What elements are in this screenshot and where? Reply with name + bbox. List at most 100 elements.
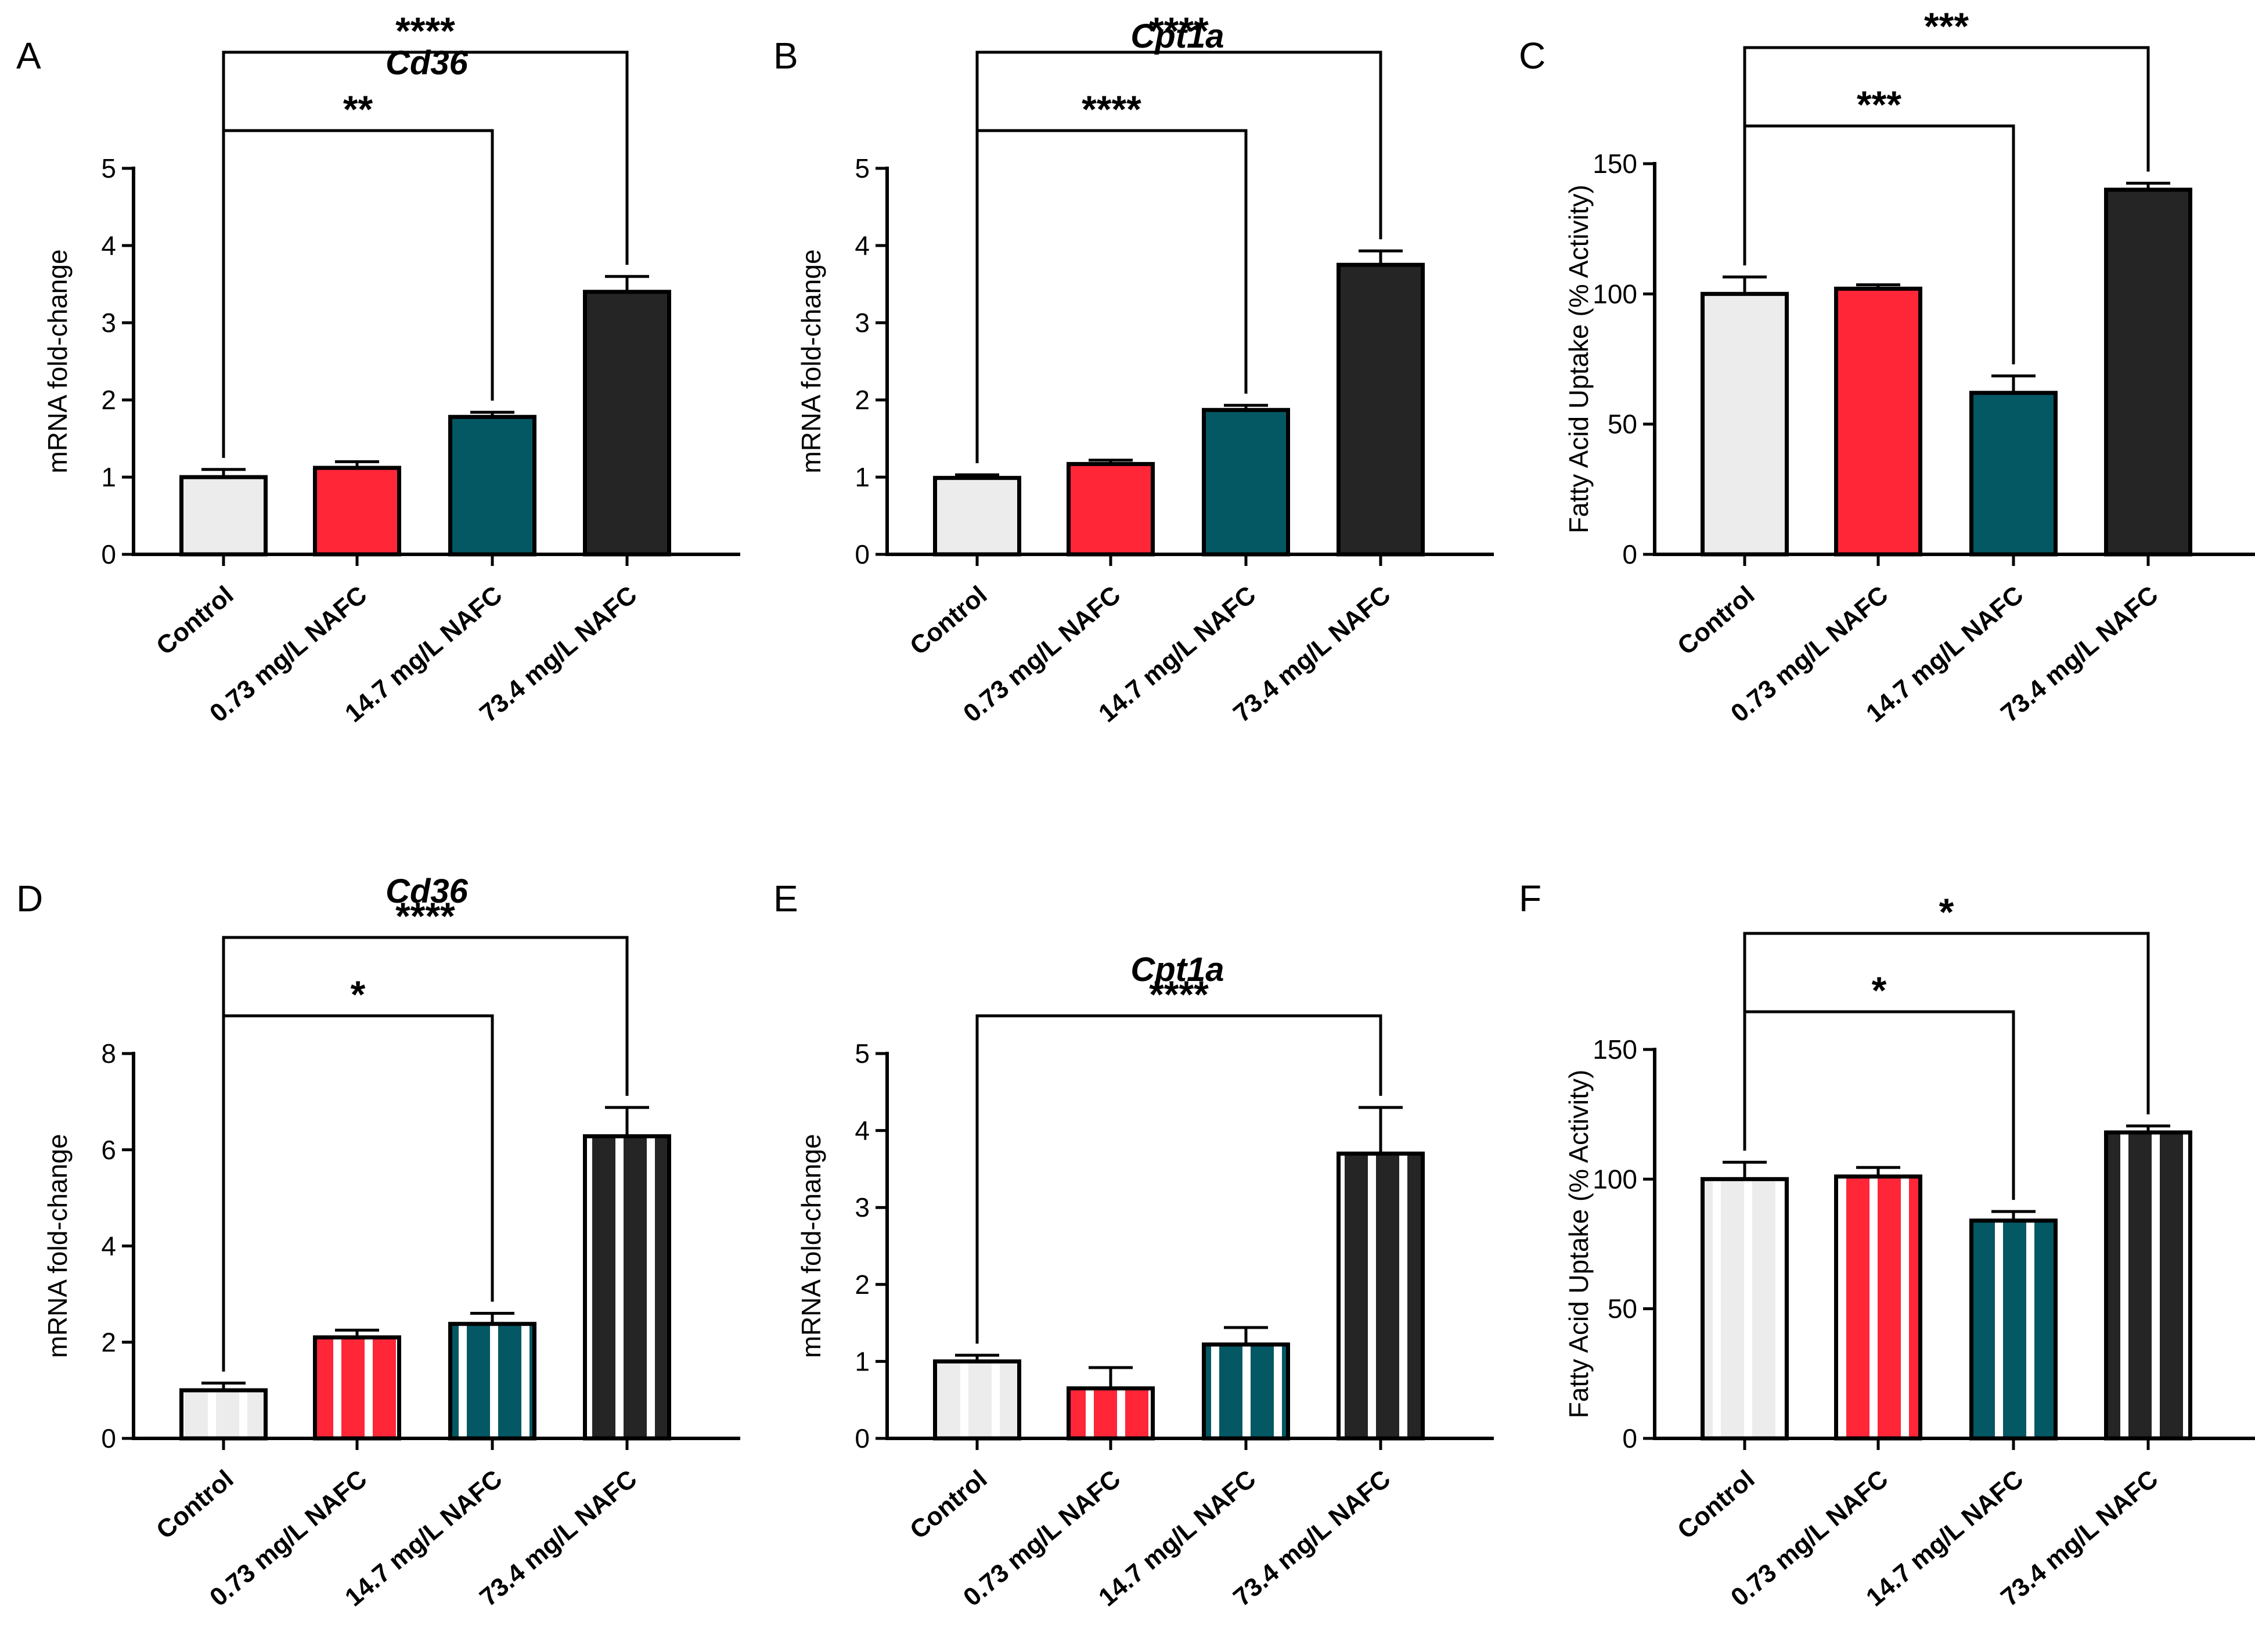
- y-tick-label: 2: [855, 385, 870, 415]
- x-tick-label: Control: [151, 580, 239, 661]
- significance-bracket: [1743, 932, 2150, 1151]
- bar: [313, 1335, 401, 1441]
- significance-label: ****: [395, 894, 455, 937]
- significance-bracket: [222, 1014, 494, 1372]
- y-tick-label: 0: [1622, 1423, 1637, 1453]
- y-tick-label: 50: [1608, 1294, 1637, 1324]
- significance-label: *: [351, 973, 366, 1016]
- panel-c: C Fatty Acid Uptake (% Activity) 0 50 100 150…: [1519, 5, 2255, 728]
- panel-letter: A: [16, 35, 41, 77]
- significance-bracket: [222, 936, 629, 1372]
- bar: [448, 414, 536, 557]
- significance-label: *: [1872, 969, 1887, 1012]
- bar: [1701, 1177, 1789, 1441]
- y-tick-label: 0: [101, 1423, 116, 1453]
- y-tick-label: 4: [855, 230, 870, 261]
- bar: [1969, 391, 2058, 557]
- bar: [1337, 1151, 1425, 1441]
- x-tick-label: Control: [1672, 1465, 1760, 1545]
- significance-bracket: [222, 129, 494, 458]
- significance-label: ***: [1857, 83, 1901, 126]
- y-tick-label: 6: [101, 1135, 116, 1165]
- y-tick-label: 1: [855, 1346, 870, 1376]
- panel-title: Cd36: [386, 44, 469, 82]
- y-tick-label: 3: [101, 308, 116, 338]
- panel-title: Cpt1a: [1130, 17, 1224, 55]
- y-tick-label: 0: [855, 1423, 870, 1453]
- bar: [1701, 291, 1789, 557]
- significance-label: ***: [1924, 5, 1969, 48]
- panel-f: F Fatty Acid Uptake (% Activity) 0 50 100 150…: [1519, 878, 2255, 1612]
- y-tick-label: 5: [855, 1038, 870, 1069]
- y-tick-label: 3: [855, 1192, 870, 1222]
- x-tick-label: Control: [905, 1465, 992, 1545]
- panel-title: Cpt1a: [1130, 951, 1224, 989]
- significance-label: *: [1939, 890, 1954, 933]
- y-axis-label: mRNA fold-change: [796, 1134, 826, 1358]
- y-tick-label: 0: [1622, 539, 1637, 569]
- bar: [1834, 1174, 1922, 1441]
- y-tick-label: 150: [1593, 1034, 1637, 1065]
- significance-label: ****: [1082, 88, 1141, 131]
- bar: [448, 1322, 536, 1441]
- y-axis-label: mRNA fold-change: [796, 249, 826, 473]
- panel-title: Cd36: [386, 872, 469, 910]
- x-tick-label: Control: [905, 580, 992, 661]
- y-axis-label: Fatty Acid Uptake (% Activity): [1564, 185, 1594, 533]
- panel-letter: E: [773, 878, 798, 919]
- y-tick-label: 2: [855, 1269, 870, 1300]
- panel-letter: B: [773, 35, 798, 77]
- significance-label: **: [343, 88, 373, 131]
- significance-bracket: [975, 51, 1382, 464]
- y-tick-label: 100: [1593, 1164, 1637, 1194]
- bar: [179, 475, 268, 557]
- panel-letter: D: [16, 878, 43, 919]
- bar: [1202, 1342, 1290, 1441]
- y-tick-label: 5: [101, 153, 116, 183]
- bar: [179, 1388, 268, 1441]
- y-tick-label: 100: [1593, 279, 1637, 309]
- bar: [933, 475, 1021, 557]
- significance-label: ****: [395, 9, 455, 52]
- bar: [583, 1134, 671, 1441]
- y-axis-label: mRNA fold-change: [42, 249, 73, 473]
- bar: [1067, 461, 1155, 557]
- significance-bracket: [1743, 46, 2150, 266]
- significance-bracket: [975, 1014, 1382, 1344]
- bar: [1202, 407, 1290, 557]
- y-tick-label: 3: [855, 308, 870, 338]
- y-tick-label: 2: [101, 385, 116, 415]
- significance-label: ****: [1149, 973, 1209, 1016]
- y-tick-label: 1: [101, 462, 116, 492]
- bar: [2104, 187, 2192, 557]
- x-tick-label: Control: [151, 1465, 239, 1545]
- bar: [1337, 262, 1425, 557]
- y-tick-label: 2: [101, 1327, 116, 1357]
- significance-label: ****: [1149, 9, 1209, 52]
- y-tick-label: 5: [855, 153, 870, 183]
- y-tick-label: 8: [101, 1038, 116, 1069]
- y-axis-label: Fatty Acid Uptake (% Activity): [1564, 1070, 1594, 1419]
- y-tick-label: 150: [1593, 149, 1637, 179]
- bar: [2104, 1130, 2192, 1441]
- panel-letter: C: [1519, 35, 1546, 77]
- y-tick-label: 1: [855, 462, 870, 492]
- bar: [1969, 1218, 2058, 1441]
- y-axis-label: mRNA fold-change: [42, 1134, 73, 1358]
- panel-letter: F: [1519, 878, 1541, 919]
- y-tick-label: 4: [855, 1116, 870, 1146]
- significance-bracket: [222, 51, 629, 458]
- y-tick-label: 0: [855, 539, 870, 569]
- bar: [583, 290, 671, 557]
- bar: [933, 1359, 1021, 1441]
- bar: [1067, 1386, 1155, 1441]
- y-tick-label: 0: [101, 539, 116, 569]
- y-tick-label: 4: [101, 230, 116, 261]
- bar: [313, 466, 401, 557]
- bar: [1834, 286, 1922, 557]
